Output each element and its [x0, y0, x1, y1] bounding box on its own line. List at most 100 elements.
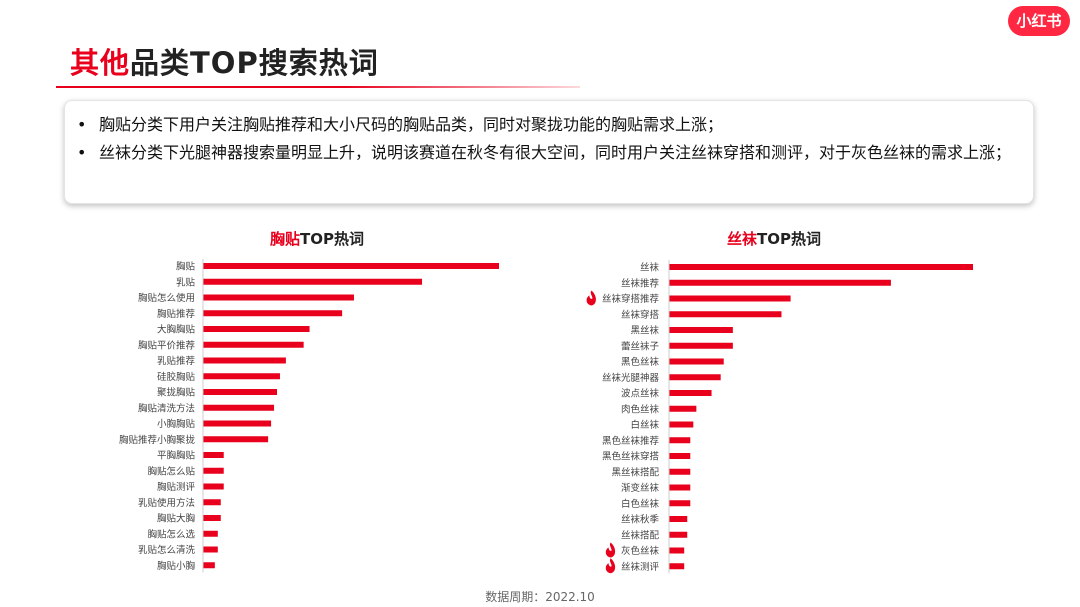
bar	[203, 389, 277, 395]
category-label: 黑丝袜搭配	[611, 466, 659, 478]
bar-chart-stockings: 丝袜丝袜推荐丝袜穿搭推荐丝袜穿搭黑丝袜蕾丝袜子黑色丝袜丝袜光腿神器波点丝袜肉色丝…	[586, 260, 973, 574]
category-label: 聚拢胸贴	[157, 387, 196, 399]
summary-bullet-1: 胸贴分类下用户关注胸贴推荐和大小尺码的胸贴品类，同时对聚拢功能的胸贴需求上涨；	[77, 111, 1013, 139]
category-label: 平胸胸贴	[157, 450, 196, 462]
chart-title-stockings: 丝袜TOP热词	[727, 228, 821, 249]
bar	[203, 263, 499, 269]
hot-flame-icon	[605, 542, 616, 558]
chart-title-bra-pads: 胸贴TOP热词	[270, 228, 364, 249]
category-label: 丝袜搭配	[621, 529, 660, 541]
page-title: 其他品类TOP搜索热词	[70, 40, 379, 82]
bar	[669, 311, 782, 318]
category-label: 胸贴小胸	[157, 560, 195, 572]
bar	[203, 294, 354, 301]
bar	[669, 547, 685, 554]
category-label: 胸贴平价推荐	[138, 339, 196, 351]
category-label: 乳贴怎么清洗	[138, 544, 196, 556]
bar	[203, 341, 304, 348]
category-label: 丝袜光腿神器	[602, 372, 660, 384]
category-label: 黑丝袜	[630, 325, 659, 337]
bar	[203, 310, 343, 317]
category-label: 丝袜穿搭推荐	[602, 293, 660, 305]
category-label: 胸贴测评	[157, 481, 196, 493]
category-label: 胸贴清洗方法	[138, 402, 195, 414]
category-label: 胸贴推荐	[157, 308, 196, 320]
chart-title-highlight: 丝袜	[727, 230, 758, 248]
category-label: 黑色丝袜推荐	[602, 435, 660, 447]
bar	[669, 264, 973, 270]
bar	[669, 405, 697, 412]
bar	[669, 342, 733, 349]
category-label: 乳贴使用方法	[138, 497, 195, 509]
category-label: 波点丝袜	[621, 388, 660, 400]
category-label: 胸贴大胸	[157, 513, 195, 525]
bar	[669, 295, 791, 302]
category-label: 乳贴	[176, 276, 196, 288]
category-label: 大胸胸贴	[157, 324, 196, 336]
bar	[669, 563, 685, 570]
title-underline	[56, 86, 580, 88]
summary-bullet-2: 丝袜分类下光腿神器搜索量明显上升，说明该赛道在秋冬有很大空间，同时用户关注丝袜穿…	[77, 139, 1013, 167]
bar	[669, 468, 691, 475]
category-label: 丝袜秋季	[621, 514, 660, 526]
bar	[669, 421, 694, 428]
bar	[669, 484, 691, 491]
category-label: 丝袜测评	[621, 561, 660, 573]
category-label: 灰色丝袜	[621, 545, 660, 557]
category-label: 小胸胸贴	[157, 418, 196, 430]
category-label: 蕾丝袜子	[621, 340, 660, 352]
category-label: 胸贴	[176, 261, 196, 273]
category-label: 白丝袜	[630, 419, 659, 431]
bar	[669, 500, 691, 507]
category-label: 白色丝袜	[621, 498, 660, 510]
bar	[669, 453, 691, 459]
bar	[203, 326, 310, 332]
chart-title-highlight: 胸贴	[270, 230, 301, 248]
bar	[203, 467, 224, 474]
hot-flame-icon	[586, 290, 596, 306]
bar-chart-bra-pads: 胸贴乳贴胸贴怎么使用胸贴推荐大胸胸贴胸贴平价推荐乳贴推荐硅胶胸贴聚拢胸贴胸贴清洗…	[119, 259, 499, 573]
bar	[203, 357, 286, 364]
bar	[669, 516, 688, 522]
category-label: 胸贴怎么选	[147, 528, 195, 540]
bar	[669, 374, 721, 381]
chart-title-rest: TOP热词	[757, 230, 821, 248]
bar	[669, 437, 691, 444]
bar	[203, 404, 275, 411]
category-label: 乳贴推荐	[157, 355, 196, 367]
category-label: 硅胶胸贴	[157, 371, 196, 383]
bar	[203, 278, 423, 285]
bar	[669, 531, 688, 538]
category-label: 丝袜推荐	[621, 277, 660, 289]
category-label: 渐变丝袜	[621, 482, 660, 494]
bar	[203, 420, 272, 427]
chart-title-rest: TOP热词	[300, 230, 364, 248]
bar	[669, 327, 733, 333]
page-title-rest: 品类TOP搜索热词	[130, 46, 379, 80]
category-label: 丝袜穿搭	[621, 309, 660, 321]
page-title-highlight: 其他	[70, 46, 131, 80]
category-label: 丝袜	[640, 262, 660, 274]
category-label: 胸贴怎么贴	[147, 465, 195, 477]
bar	[669, 390, 712, 396]
category-label: 肉色丝袜	[621, 403, 660, 415]
hot-flame-icon	[605, 558, 616, 574]
bar	[203, 562, 215, 569]
bar	[203, 373, 280, 380]
category-label: 黑色丝袜	[621, 356, 660, 368]
category-label: 胸贴推荐小胸聚拢	[119, 434, 196, 446]
bar	[203, 436, 269, 443]
summary-box: 胸贴分类下用户关注胸贴推荐和大小尺码的胸贴品类，同时对聚拢功能的胸贴需求上涨； …	[64, 100, 1034, 204]
xiaohongshu-logo: 小红书	[1008, 6, 1070, 36]
bar	[203, 546, 218, 553]
bar	[203, 499, 221, 506]
bar	[203, 530, 218, 537]
bar	[669, 358, 724, 365]
bar	[203, 452, 224, 458]
bar	[203, 483, 224, 490]
bar	[669, 279, 891, 286]
data-period: 数据周期：2022.10	[485, 590, 595, 604]
category-label: 胸贴怎么使用	[138, 292, 195, 304]
category-label: 黑色丝袜穿搭	[602, 451, 660, 463]
bar	[203, 515, 221, 521]
